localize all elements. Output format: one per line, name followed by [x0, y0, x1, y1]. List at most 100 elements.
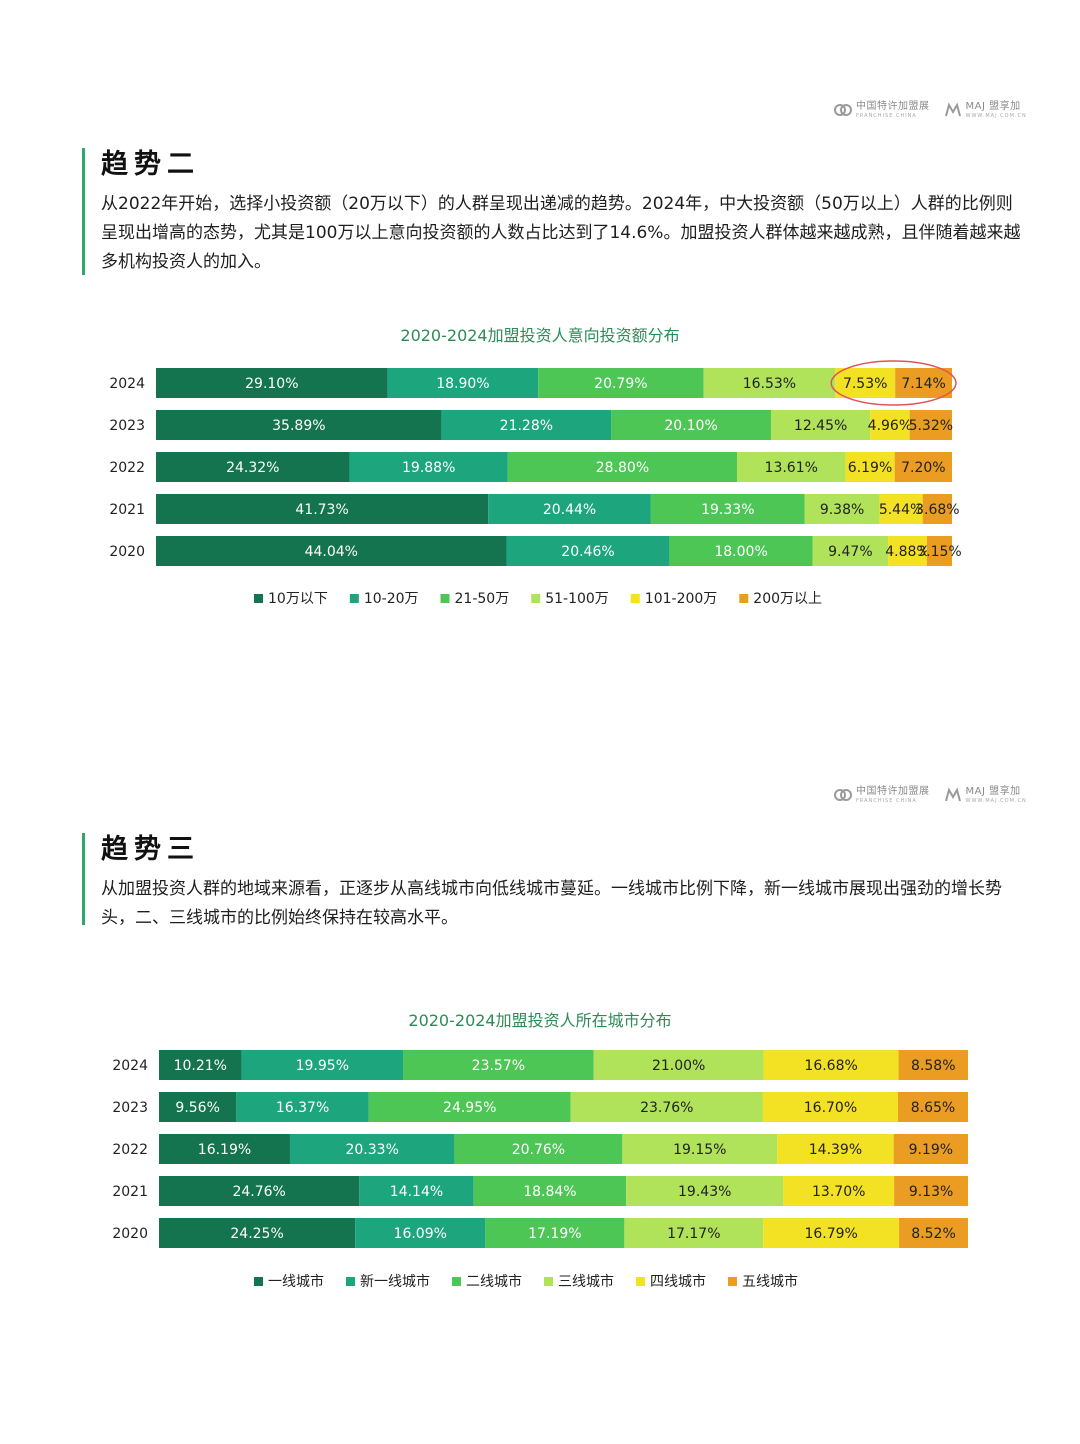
- legend-label: 10万以下: [268, 591, 328, 607]
- legend-swatch: [440, 594, 450, 603]
- data-label: 17.19%: [528, 1226, 581, 1242]
- data-label: 8.58%: [911, 1058, 955, 1074]
- data-label: 5.44%: [879, 502, 923, 518]
- data-label: 19.43%: [678, 1184, 731, 1200]
- data-label: 9.47%: [828, 544, 872, 560]
- legend-label: 五线城市: [742, 1273, 798, 1290]
- chart-title: 2020-2024加盟投资人所在城市分布: [408, 1011, 672, 1030]
- y-tick-label: 2024: [109, 376, 145, 392]
- bar-segment: [403, 1050, 594, 1080]
- y-tick-label: 2021: [109, 502, 145, 518]
- data-label: 19.88%: [402, 460, 455, 476]
- bar-segment: [349, 452, 508, 482]
- data-label: 23.57%: [472, 1058, 525, 1074]
- bar-segment: [159, 1134, 290, 1164]
- data-label: 8.65%: [911, 1100, 955, 1116]
- data-label: 13.70%: [812, 1184, 865, 1200]
- data-label: 20.33%: [345, 1142, 398, 1158]
- header-logos-top: 中国特许加盟展 FRANCHISE CHINA MAJ 盟享加 WWW.MAJ.…: [834, 101, 1027, 119]
- logo-sub: FRANCHISE CHINA: [856, 112, 917, 119]
- bar-segment: [506, 536, 670, 566]
- data-label: 9.56%: [175, 1100, 219, 1116]
- data-label: 20.46%: [561, 544, 614, 560]
- data-label: 35.89%: [272, 418, 325, 434]
- logo-sub: WWW.MAJ.COM.CN: [965, 112, 1027, 119]
- data-label: 19.33%: [701, 502, 754, 518]
- legend-label: 三线城市: [558, 1273, 614, 1290]
- legend-label: 21-50万: [455, 591, 510, 607]
- bar-segment: [159, 1176, 360, 1206]
- bar-segment: [669, 536, 813, 566]
- data-label: 16.09%: [394, 1226, 447, 1242]
- y-tick-label: 2020: [112, 1226, 148, 1242]
- bar-segment: [894, 1176, 968, 1206]
- bar-segment: [898, 1092, 968, 1122]
- legend-label: 新一线城市: [360, 1273, 430, 1290]
- data-label: 21.28%: [500, 418, 553, 434]
- bar-segment: [737, 452, 846, 482]
- data-label: 3.68%: [915, 502, 959, 518]
- legend-label: 200万以上: [753, 591, 822, 607]
- franchise-china-logo-icon: [834, 104, 852, 116]
- data-label: 44.04%: [305, 544, 358, 560]
- data-label: 19.15%: [673, 1142, 726, 1158]
- bar-segment: [156, 536, 507, 566]
- section-body: 从2022年开始，选择小投资额（20万以下）的人群呈现出递减的趋势。2024年，…: [101, 194, 1021, 272]
- data-label: 24.95%: [443, 1100, 496, 1116]
- y-tick-label: 2024: [112, 1058, 148, 1074]
- bar-segment: [812, 536, 889, 566]
- bar-segment: [870, 410, 910, 440]
- bar-segment: [845, 452, 895, 482]
- section-heading: 趋势三: [101, 834, 200, 865]
- data-label: 41.73%: [295, 502, 348, 518]
- bar-segment: [454, 1134, 623, 1164]
- legend-swatch: [254, 1277, 263, 1286]
- legend-swatch: [544, 1277, 553, 1286]
- bar-segment: [650, 494, 805, 524]
- bar-segment: [835, 368, 896, 398]
- data-label: 21.00%: [652, 1058, 705, 1074]
- bar-segment: [355, 1218, 486, 1248]
- city-distribution-chart: 2024 10.21% 19.95% 23.57% 21.00% 16.68% 8.58% 2…: [112, 1050, 968, 1290]
- bar-segment: [387, 368, 539, 398]
- bar-segment: [926, 536, 952, 566]
- data-label: 18.00%: [714, 544, 767, 560]
- y-tick-label: 2021: [112, 1184, 148, 1200]
- data-label: 8.52%: [911, 1226, 955, 1242]
- data-label: 7.20%: [901, 460, 945, 476]
- bar-segment: [570, 1092, 763, 1122]
- data-label: 16.79%: [804, 1226, 857, 1242]
- logo-sub: FRANCHISE CHINA: [856, 797, 917, 804]
- data-label: 9.13%: [909, 1184, 953, 1200]
- bar-segment: [777, 1134, 894, 1164]
- franchise-china-logo-icon: [834, 789, 852, 801]
- data-label: 3.15%: [917, 544, 961, 560]
- maj-logo-icon: [944, 787, 961, 802]
- legend-swatch: [739, 594, 749, 603]
- chart-title: 2020-2024加盟投资人意向投资额分布: [400, 326, 680, 345]
- data-label: 14.39%: [809, 1142, 862, 1158]
- data-label: 20.76%: [512, 1142, 565, 1158]
- bar-segment: [156, 410, 442, 440]
- bar-segment: [473, 1176, 627, 1206]
- bar-segment: [899, 1218, 968, 1248]
- section-accent-bar: [82, 833, 85, 925]
- data-label: 19.95%: [296, 1058, 349, 1074]
- section-accent-bar: [82, 148, 85, 275]
- section-trend-three: 趋势三 从加盟投资人群的地域来源看，正逐步从高线城市向低线城市蔓延。一线城市比例…: [82, 833, 1022, 933]
- legend-swatch: [452, 1277, 461, 1286]
- data-label: 17.17%: [667, 1226, 720, 1242]
- data-label: 16.68%: [804, 1058, 857, 1074]
- y-tick-label: 2020: [109, 544, 145, 560]
- data-label: 13.61%: [765, 460, 818, 476]
- bar-segment: [624, 1218, 764, 1248]
- data-label: 23.76%: [640, 1100, 693, 1116]
- data-label: 16.70%: [804, 1100, 857, 1116]
- data-label: 29.10%: [245, 376, 298, 392]
- section-trend-two: 趋势二 从2022年开始，选择小投资额（20万以下）的人群呈现出递减的趋势。20…: [82, 148, 1022, 278]
- logo-name: MAJ 盟享加: [965, 785, 1021, 797]
- bar-segment: [359, 1176, 474, 1206]
- data-label: 14.14%: [390, 1184, 443, 1200]
- bar-segment: [159, 1050, 242, 1080]
- data-label: 9.19%: [909, 1142, 953, 1158]
